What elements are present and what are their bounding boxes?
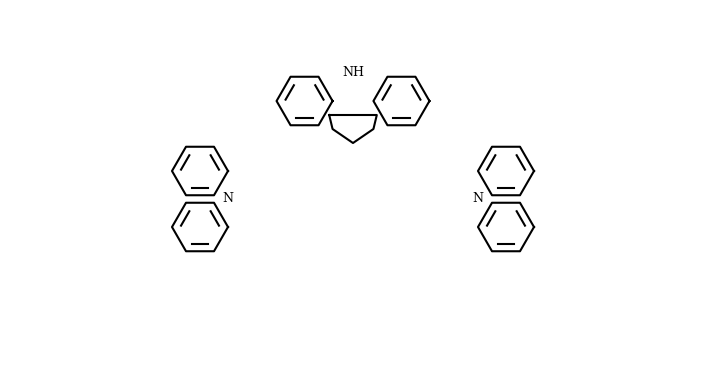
Text: NH: NH [342, 66, 364, 80]
Text: N: N [472, 193, 484, 205]
Text: N: N [222, 193, 234, 205]
